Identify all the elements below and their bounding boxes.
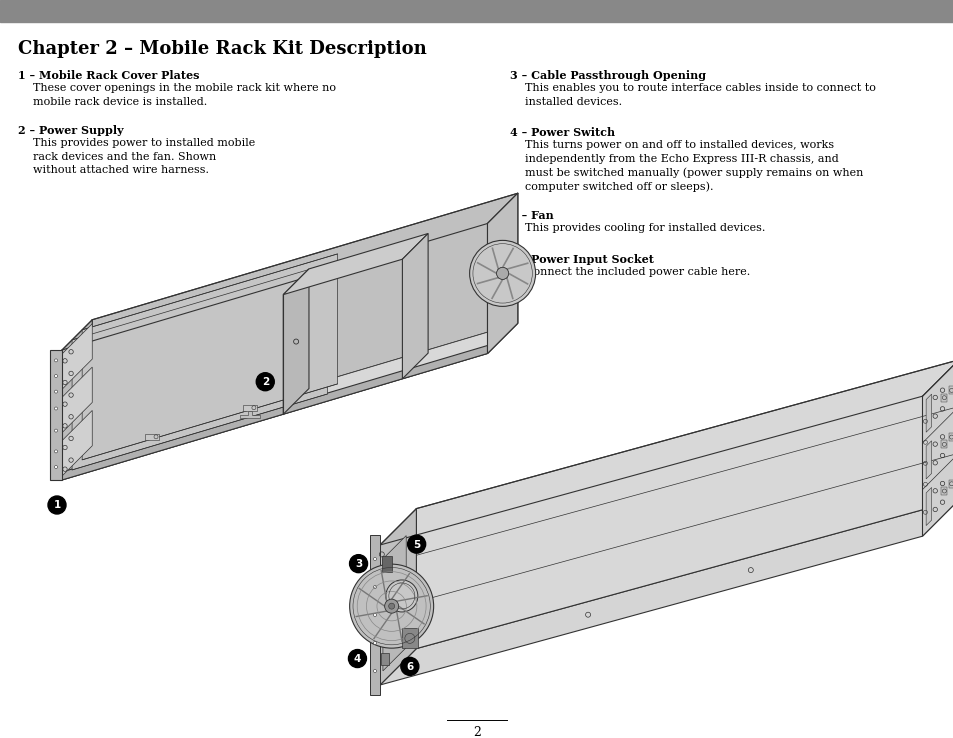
Circle shape <box>385 580 417 612</box>
Circle shape <box>54 407 57 410</box>
Circle shape <box>54 450 57 453</box>
Circle shape <box>54 466 57 469</box>
Polygon shape <box>50 350 62 480</box>
Polygon shape <box>379 508 416 685</box>
Polygon shape <box>62 320 92 480</box>
Polygon shape <box>925 441 931 479</box>
Polygon shape <box>283 233 428 294</box>
Text: 3: 3 <box>355 559 362 569</box>
Polygon shape <box>947 387 953 394</box>
Polygon shape <box>416 360 953 649</box>
Circle shape <box>400 658 418 675</box>
Circle shape <box>469 241 535 306</box>
Polygon shape <box>941 441 946 449</box>
Circle shape <box>374 557 376 560</box>
Text: 5 – Fan: 5 – Fan <box>510 210 553 221</box>
Circle shape <box>350 564 434 648</box>
Circle shape <box>407 535 425 554</box>
Polygon shape <box>402 233 428 379</box>
Circle shape <box>348 649 366 668</box>
Bar <box>243 404 256 411</box>
Polygon shape <box>925 394 931 432</box>
Text: This turns power on and off to installed devices, works
independently from the E: This turns power on and off to installed… <box>524 140 862 193</box>
Polygon shape <box>82 254 337 460</box>
Polygon shape <box>941 393 946 401</box>
Circle shape <box>374 641 376 644</box>
Circle shape <box>48 496 66 514</box>
Bar <box>0 0 953 22</box>
Text: 2 – Power Supply: 2 – Power Supply <box>18 125 124 136</box>
Text: 4: 4 <box>354 654 361 664</box>
Polygon shape <box>925 487 931 525</box>
Polygon shape <box>922 360 953 537</box>
Polygon shape <box>947 433 953 441</box>
Polygon shape <box>381 652 389 664</box>
Circle shape <box>388 603 395 609</box>
Polygon shape <box>370 535 379 695</box>
Circle shape <box>256 373 274 390</box>
Text: 4 – Power Switch: 4 – Power Switch <box>510 127 615 138</box>
Text: This enables you to route interface cables inside to connect to
installed device: This enables you to route interface cabl… <box>524 83 875 106</box>
Polygon shape <box>62 324 92 390</box>
Polygon shape <box>62 323 517 480</box>
Circle shape <box>374 613 376 616</box>
Polygon shape <box>62 345 487 480</box>
Text: This provides cooling for installed devices.: This provides cooling for installed devi… <box>524 223 764 233</box>
Text: 2: 2 <box>473 726 480 738</box>
Text: Chapter 2 – Mobile Rack Kit Description: Chapter 2 – Mobile Rack Kit Description <box>18 40 426 58</box>
Polygon shape <box>92 193 517 449</box>
Text: 1 – Mobile Rack Cover Plates: 1 – Mobile Rack Cover Plates <box>18 70 199 81</box>
Polygon shape <box>381 556 391 572</box>
Circle shape <box>497 267 508 280</box>
Text: These cover openings in the mobile rack kit where no
mobile rack device is insta: These cover openings in the mobile rack … <box>33 83 335 106</box>
Polygon shape <box>240 411 260 418</box>
Text: 1: 1 <box>53 500 61 511</box>
Circle shape <box>497 267 508 280</box>
Text: 5: 5 <box>413 539 420 550</box>
Polygon shape <box>487 193 517 354</box>
Circle shape <box>54 374 57 378</box>
Polygon shape <box>62 323 517 480</box>
Polygon shape <box>941 487 946 495</box>
Polygon shape <box>947 480 953 488</box>
Bar <box>145 434 159 440</box>
Circle shape <box>54 359 57 362</box>
Text: This provides power to installed mobile
rack devices and the fan. Shown
without : This provides power to installed mobile … <box>33 138 255 175</box>
Text: 3 – Cable Passthrough Opening: 3 – Cable Passthrough Opening <box>510 70 705 81</box>
Text: 6 – Power Input Socket: 6 – Power Input Socket <box>510 254 653 265</box>
Text: 6: 6 <box>406 662 413 672</box>
Circle shape <box>374 585 376 588</box>
Polygon shape <box>382 536 406 671</box>
Circle shape <box>54 429 57 432</box>
Polygon shape <box>283 269 309 414</box>
Polygon shape <box>487 193 517 354</box>
Text: 2: 2 <box>261 377 269 387</box>
Circle shape <box>54 390 57 393</box>
Polygon shape <box>62 367 92 432</box>
Polygon shape <box>401 628 417 649</box>
Polygon shape <box>72 264 327 470</box>
Circle shape <box>374 669 376 672</box>
Text: Connect the included power cable here.: Connect the included power cable here. <box>524 267 749 277</box>
Polygon shape <box>379 500 953 685</box>
Circle shape <box>349 555 367 573</box>
Polygon shape <box>62 410 92 476</box>
Circle shape <box>384 599 398 613</box>
